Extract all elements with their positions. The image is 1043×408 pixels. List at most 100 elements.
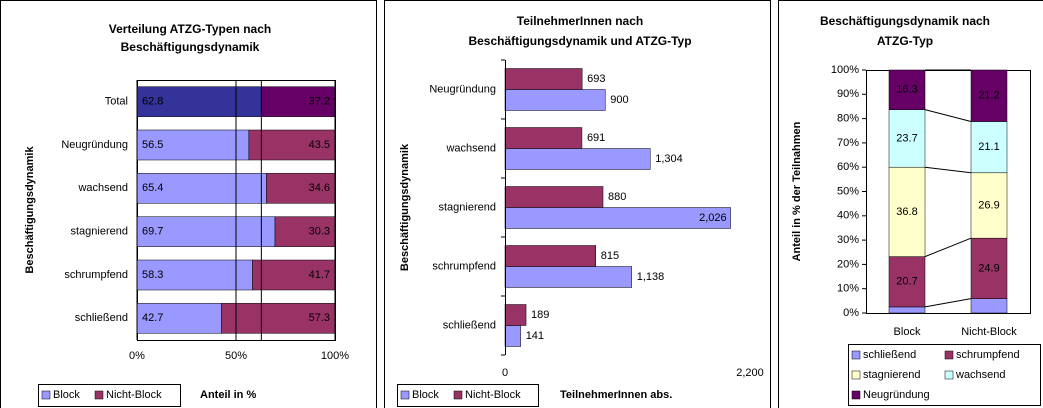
x-tick-label: 2,200: [736, 367, 764, 379]
y-tick-label: schließend: [75, 312, 128, 324]
bar-segment: [136, 129, 250, 161]
series-line: [924, 298, 972, 308]
bar-segment: [261, 86, 336, 117]
chart-title: Beschäftigungsdynamik: [121, 40, 260, 54]
legend-swatch: [94, 390, 104, 400]
chart-title: TeilnehmerInnen nach: [517, 14, 643, 28]
data-label: 26.9: [978, 199, 999, 211]
bar-segment: [136, 86, 262, 117]
data-label: 141: [526, 330, 544, 342]
bar-segment: [888, 109, 926, 168]
bar-segment: [888, 166, 926, 257]
bar-segment: [888, 256, 926, 308]
x-tick-label: 0: [502, 367, 508, 379]
bar: [504, 186, 604, 208]
y-tick-label: wachsend: [445, 142, 496, 154]
data-label: 20.7: [896, 276, 917, 288]
data-label: 58.3: [142, 269, 163, 281]
data-label: 23.7: [896, 132, 917, 144]
x-tick-label: 100%: [321, 350, 349, 362]
y-tick-label: 20%: [837, 258, 859, 270]
data-label: 62.8: [142, 96, 163, 108]
data-label: 1,304: [655, 153, 683, 165]
y-tick-label: Neugründung: [61, 139, 128, 151]
bar: [504, 325, 521, 347]
legend-label: Nicht-Block: [465, 389, 521, 401]
y-tick-label: 80%: [837, 113, 859, 125]
legend-swatch: [851, 370, 861, 380]
data-label: 24.9: [978, 262, 999, 274]
legend-label: schließend: [863, 349, 916, 361]
y-tick-label: 90%: [837, 88, 859, 100]
bar-segment: [252, 259, 336, 291]
y-axis-title: Beschäftigungsdynamik: [24, 146, 36, 274]
x-axis-title: Anteil in %: [200, 389, 256, 401]
data-label: 880: [608, 191, 626, 203]
y-axis-title: Anteil in % der Teilnahmen: [791, 121, 803, 261]
chart-title: ATZG-Typ: [877, 34, 933, 48]
y-tick-label: 50%: [837, 185, 859, 197]
legend-label: Block: [53, 389, 80, 401]
bar-segment: [136, 216, 276, 247]
y-tick-label: stagnierend: [71, 226, 129, 238]
y-tick-label: 10%: [837, 283, 859, 295]
x-tick-label: Block: [894, 326, 921, 338]
data-label: 65.4: [142, 182, 163, 194]
legend-label: stagnierend: [863, 369, 921, 381]
chart-title: Beschäftigungsdynamik und ATZG-Typ: [468, 34, 691, 48]
bar-segment: [888, 69, 926, 110]
legend-box: [38, 384, 181, 407]
x-tick-label: Nicht-Block: [961, 326, 1017, 338]
data-label: 189: [531, 309, 549, 321]
legend-swatch: [944, 350, 954, 360]
data-label: 2,026: [699, 212, 727, 224]
bar-segment: [970, 121, 1008, 174]
data-label: 37.2: [309, 96, 330, 108]
bar-segment: [136, 303, 222, 334]
bar-segment: [888, 306, 926, 314]
legend-swatch: [944, 370, 954, 380]
bar: [504, 266, 632, 288]
y-tick-label: schrumpfend: [432, 260, 496, 272]
y-tick-label: stagnierend: [439, 201, 497, 213]
bar: [504, 89, 606, 111]
y-tick-label: 0%: [843, 307, 859, 319]
y-tick-label: schließend: [443, 319, 496, 331]
y-tick-label: 70%: [837, 137, 859, 149]
y-tick-label: 40%: [837, 210, 859, 222]
data-label: 56.5: [142, 139, 163, 151]
data-label: 21.1: [978, 141, 999, 153]
legend-box: [397, 384, 539, 407]
data-label: 815: [601, 250, 619, 262]
data-label: 21.2: [978, 90, 999, 102]
legend-label: wachsend: [955, 369, 1006, 381]
data-label: 900: [610, 94, 628, 106]
y-tick-label: 30%: [837, 234, 859, 246]
series-line: [924, 237, 972, 258]
bar-segment: [274, 216, 336, 247]
bar-segment: [970, 298, 1008, 314]
data-label: 36.8: [896, 206, 917, 218]
data-label: 43.5: [309, 139, 330, 151]
data-label: 691: [587, 132, 605, 144]
bar: [504, 207, 731, 229]
data-label: 57.3: [309, 312, 330, 324]
x-tick-label: 50%: [225, 350, 247, 362]
legend-label: schrumpfend: [956, 349, 1020, 361]
bar: [504, 304, 527, 326]
legend-swatch: [851, 350, 861, 360]
legend-swatch: [453, 390, 463, 400]
data-label: 693: [587, 73, 605, 85]
legend-label: Nicht-Block: [106, 389, 162, 401]
legend-box: [848, 344, 1041, 406]
data-label: 69.7: [142, 226, 163, 238]
legend-label: Neugründung: [863, 389, 930, 401]
legend-swatch: [851, 390, 861, 400]
chart-title: Verteilung ATZG-Typen nach: [109, 22, 271, 36]
data-label: 34.6: [309, 182, 330, 194]
chart-title: Beschäftigungsdynamik nach: [820, 14, 990, 28]
data-label: 42.7: [142, 312, 163, 324]
series-line: [924, 109, 972, 123]
bar-segment: [970, 69, 1008, 122]
